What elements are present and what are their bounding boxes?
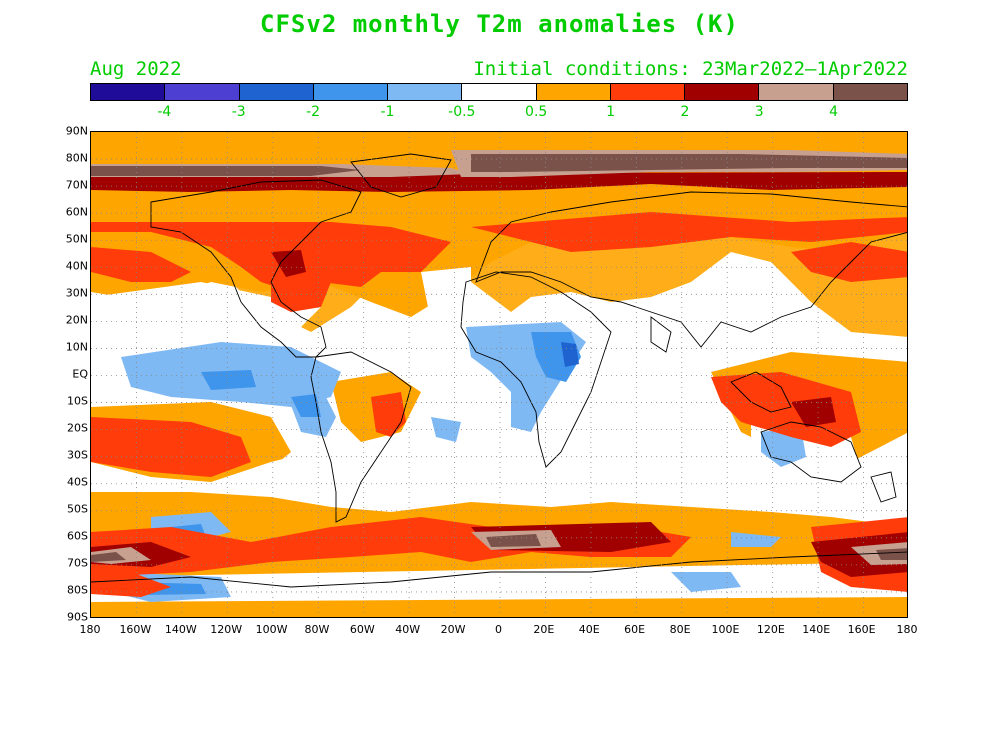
lat-tick-label: 10N bbox=[65, 340, 88, 354]
lat-tick-label: 50S bbox=[67, 502, 88, 516]
colorbar-swatch-8 bbox=[685, 84, 760, 100]
colorbar-swatch-1 bbox=[165, 84, 240, 100]
colorbar-swatch-3 bbox=[313, 84, 389, 100]
lon-tick-label: 160E bbox=[847, 623, 876, 636]
lat-tick-label: 40S bbox=[67, 475, 88, 489]
lon-tick-label: 80W bbox=[304, 623, 330, 636]
lon-tick-label: 160W bbox=[119, 623, 152, 636]
lon-tick-label: 120E bbox=[756, 623, 785, 636]
lat-tick-label: 30S bbox=[67, 448, 88, 462]
lat-tick-label: 60S bbox=[67, 529, 88, 543]
lat-tick-label: 80S bbox=[67, 583, 88, 597]
lat-tick-label: 30N bbox=[65, 286, 88, 300]
colorbar-swatch-5 bbox=[462, 84, 537, 100]
lat-tick-label: 10S bbox=[67, 394, 88, 408]
lat-tick-label: 70S bbox=[67, 556, 88, 570]
colorbar-label: 2 bbox=[680, 104, 690, 120]
lon-tick-label: 60W bbox=[349, 623, 375, 636]
colorbar-label: 0.5 bbox=[525, 104, 548, 120]
lon-tick-label: 40E bbox=[578, 623, 600, 636]
map-frame bbox=[90, 131, 908, 618]
colorbar-labels: -4 -3 -2 -1 -0.5 0.5 1 2 3 4 bbox=[90, 104, 908, 122]
lon-tick-label: 180 bbox=[896, 623, 918, 636]
colorbar-label: -0.5 bbox=[448, 104, 476, 120]
anomaly-darkblue-layer bbox=[561, 342, 579, 367]
lat-tick-label: 40N bbox=[65, 259, 88, 273]
lon-tick-label: 80E bbox=[669, 623, 691, 636]
lon-tick-label: 100W bbox=[255, 623, 288, 636]
lat-tick-label: 80N bbox=[65, 151, 88, 165]
colorbar-label: 1 bbox=[606, 104, 615, 120]
lon-tick-label: 120W bbox=[210, 623, 243, 636]
lat-tick-label: 90N bbox=[65, 124, 88, 138]
lon-tick-label: 100E bbox=[711, 623, 740, 636]
lon-tick-label: 60E bbox=[624, 623, 646, 636]
lat-tick-label: 20S bbox=[67, 421, 88, 435]
lon-tick-label: 20W bbox=[440, 623, 466, 636]
lat-tick-label: 50N bbox=[65, 232, 88, 246]
lon-tick-label: 140W bbox=[164, 623, 197, 636]
lon-tick-label: 180 bbox=[79, 623, 101, 636]
lat-tick-label: 20N bbox=[65, 313, 88, 327]
colorbar-swatch-4 bbox=[388, 84, 463, 100]
initial-conditions: Initial conditions: 23Mar2022—1Apr2022 bbox=[473, 58, 908, 80]
colorbar-swatch-0 bbox=[91, 84, 166, 100]
colorbar-label: -2 bbox=[306, 104, 321, 120]
lon-tick-label: 140E bbox=[802, 623, 831, 636]
colorbar-label: 4 bbox=[829, 104, 839, 120]
colorbar-label: -4 bbox=[157, 104, 172, 120]
anomaly-map bbox=[91, 132, 907, 617]
lat-tick-label: 70N bbox=[65, 178, 88, 192]
lon-tick-label: 20E bbox=[533, 623, 555, 636]
colorbar-label: 3 bbox=[754, 104, 764, 120]
forecast-month: Aug 2022 bbox=[90, 58, 182, 80]
colorbar-swatch-9 bbox=[759, 84, 834, 100]
anomaly-brown-layer bbox=[91, 154, 907, 562]
lon-tick-label: 40W bbox=[395, 623, 421, 636]
colorbar-swatch-6 bbox=[536, 84, 611, 100]
colorbar-swatch-7 bbox=[610, 84, 686, 100]
colorbar-swatch-10 bbox=[833, 84, 907, 100]
lon-tick-label: 0 bbox=[495, 623, 502, 636]
map-title: CFSv2 monthly T2m anomalies (K) bbox=[260, 10, 739, 38]
colorbar-label: -3 bbox=[231, 104, 246, 120]
colorbar-swatch-2 bbox=[239, 84, 314, 100]
lat-tick-label: 60N bbox=[65, 205, 88, 219]
lat-tick-label: 90S bbox=[67, 610, 88, 624]
colorbar bbox=[90, 83, 908, 101]
colorbar-label: -1 bbox=[380, 104, 395, 120]
lat-tick-label: EQ bbox=[72, 367, 88, 381]
graticule bbox=[91, 132, 907, 617]
